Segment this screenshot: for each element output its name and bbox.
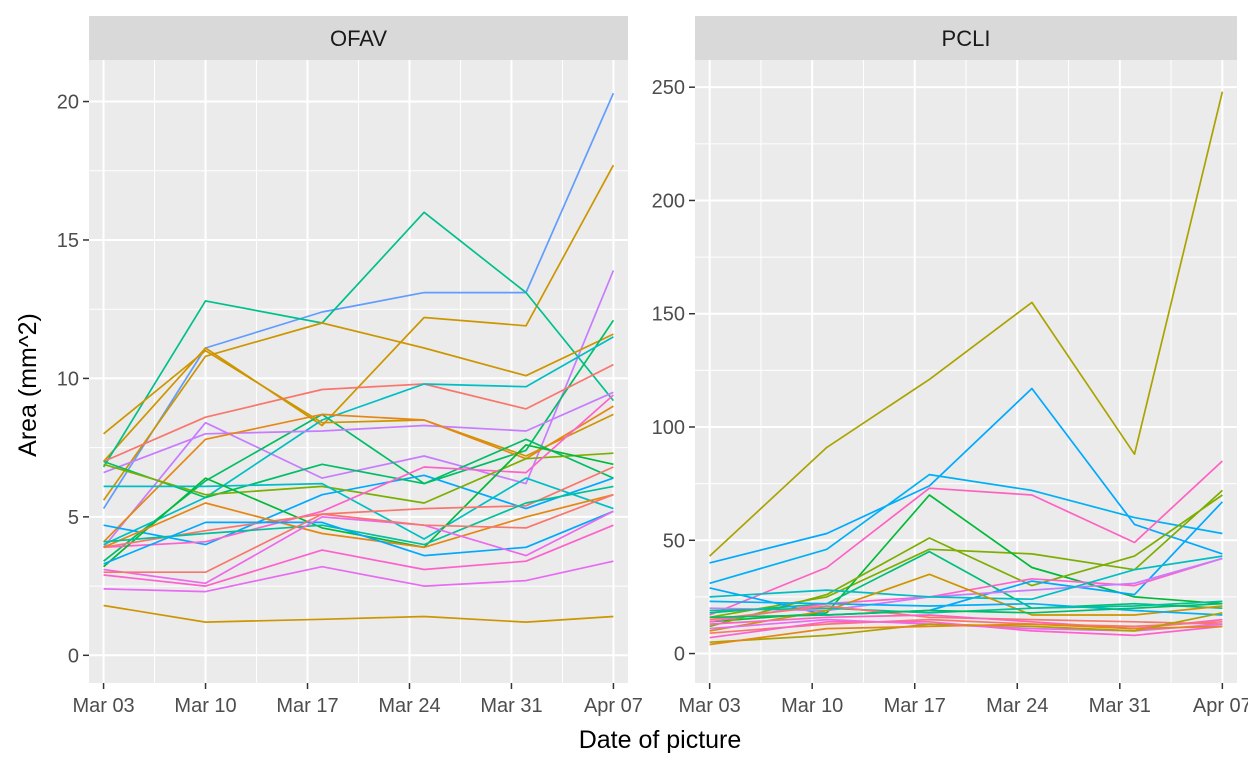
series-line-26: [103, 604, 614, 623]
x-tick-label: Mar 17: [884, 695, 946, 717]
y-tick-label: 15: [57, 230, 79, 252]
series-line-17: [103, 444, 614, 568]
series-line-12: [103, 474, 614, 546]
strip-background: [695, 16, 1237, 60]
series-line-16: [103, 394, 614, 549]
x-tick-label: Mar 24: [986, 695, 1048, 717]
y-axis-title: Area (mm^2): [14, 313, 42, 457]
x-tick-label: Mar 03: [72, 695, 134, 717]
series-line-10: [709, 557, 1223, 623]
y-tick-label: 150: [652, 304, 685, 326]
y-tick-label: 50: [663, 530, 685, 552]
x-tick-label: Mar 10: [781, 695, 843, 717]
series-line-8: [103, 336, 614, 546]
y-tick-label: 10: [57, 368, 79, 390]
series-line-4: [709, 460, 1223, 616]
series-line-5: [102, 322, 614, 501]
series-line-25: [103, 560, 614, 593]
panel-ofav: OFAV 0 5 10 15 20 Mar 03 Mar 10 Mar 17 Mar 24 Mar …: [57, 16, 643, 717]
y-tick-label: 0: [674, 644, 685, 666]
series-line-13: [103, 438, 614, 499]
series-line-21: [103, 510, 614, 565]
series-line-7: [709, 494, 1223, 628]
series-line-10: [103, 391, 614, 474]
series-line-18: [103, 466, 614, 549]
series-line-19: [103, 493, 614, 549]
series-line-1: [102, 92, 615, 510]
series-line-12: [709, 555, 1223, 601]
series-line-6: [103, 319, 615, 562]
x-tick-label: Mar 10: [174, 695, 236, 717]
y-tick-label: 200: [652, 190, 685, 212]
y-tick-label: 0: [68, 645, 79, 667]
strip-label: PCLI: [942, 26, 991, 51]
x-tick-label: Mar 24: [378, 695, 440, 717]
x-tick-label: Mar 31: [480, 695, 542, 717]
y-tick-label: 20: [57, 92, 79, 114]
y-tick-label: 5: [68, 507, 79, 529]
series-line-2: [102, 164, 615, 463]
series-line-7: [103, 363, 614, 463]
series-line-23: [103, 493, 614, 574]
strip-background: [89, 16, 628, 60]
x-tick-label: Apr 07: [1193, 695, 1248, 717]
series-line-1: [709, 91, 1224, 557]
series-line-3: [102, 211, 615, 468]
series-line-11: [102, 405, 614, 543]
series-line-19: [709, 618, 1223, 635]
series-line-22: [709, 602, 1223, 619]
x-tick-label: Mar 31: [1089, 695, 1151, 717]
strip-label: OFAV: [330, 26, 387, 51]
series-line-14: [709, 600, 1223, 616]
panel-pcli: PCLI 0 50 100 150 200 250 Mar 03 Mar 10 Mar 17 Mar…: [652, 16, 1248, 717]
series-line-20: [103, 485, 614, 546]
series-line-21: [709, 620, 1223, 639]
x-tick-label: Mar 17: [276, 695, 338, 717]
series-line-22: [103, 510, 614, 585]
x-tick-label: Apr 07: [584, 695, 643, 717]
y-tick-label: 250: [652, 77, 685, 99]
y-tick-label: 100: [652, 417, 685, 439]
x-tick-label: Mar 03: [679, 695, 741, 717]
series-line-14: [103, 452, 614, 504]
series-line-13: [709, 573, 1223, 632]
series-line-23: [709, 623, 1223, 646]
series-line-11: [709, 557, 1223, 612]
series-line-3: [709, 473, 1223, 585]
x-axis-title: Date of picture: [579, 726, 742, 754]
series-line-24: [103, 524, 614, 587]
